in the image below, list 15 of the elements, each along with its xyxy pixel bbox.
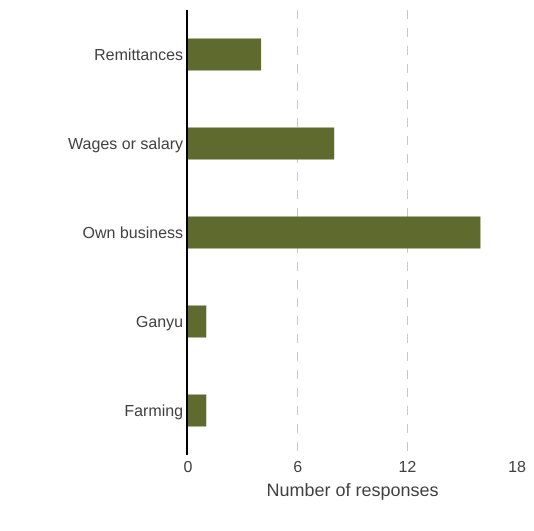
y-tick-label: Wages or salary (68, 136, 184, 154)
y-tick-label: Farming (124, 403, 184, 420)
y-tick-label: Own business (82, 225, 184, 242)
bar (188, 216, 480, 249)
bar (188, 38, 262, 71)
y-tick-label: Remittances (94, 47, 184, 64)
x-tick-label: 12 (398, 459, 416, 476)
x-tick-label: 6 (293, 459, 302, 476)
y-tick-label: Ganyu (136, 314, 184, 332)
x-axis-title: Number of responses (266, 480, 439, 500)
bar (188, 394, 206, 427)
x-tick-label: 0 (184, 459, 193, 476)
bar (188, 305, 206, 338)
x-tick-label: 18 (508, 459, 526, 476)
bar (188, 127, 334, 160)
